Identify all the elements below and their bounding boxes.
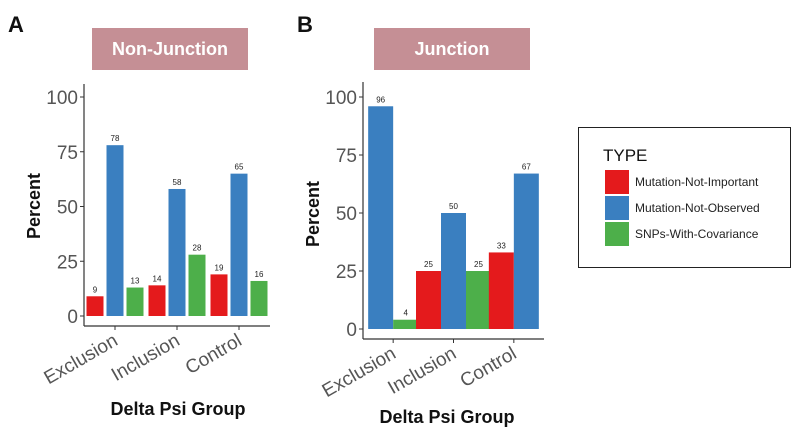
bar-value-label: 19 <box>215 263 224 272</box>
x-tick-label-inclusion: Inclusion <box>108 330 183 386</box>
y-tick-label: 100 <box>325 88 357 109</box>
y-tick-label: 75 <box>57 143 78 164</box>
y-tick-label: 75 <box>336 146 357 167</box>
bar-value-label: 58 <box>173 178 182 187</box>
bar-inclusion-mutation-not-important <box>416 271 441 329</box>
legend-swatch <box>605 222 629 246</box>
bar-inclusion-mutation-not-observed <box>441 213 466 329</box>
bar-value-label: 4 <box>403 309 408 318</box>
legend-title: TYPE <box>603 146 648 165</box>
bar-value-label: 67 <box>522 163 531 172</box>
bar-value-label: 33 <box>497 241 506 250</box>
bar-control-mutation-not-important <box>488 252 514 329</box>
legend-item-mutation-not-observed: Mutation-Not-Observed <box>605 196 760 220</box>
y-tick-label: 0 <box>67 307 78 328</box>
bar-control-mutation-not-observed <box>230 173 248 316</box>
panel-b-letter: B <box>297 12 313 37</box>
bar-exclusion-snps-with-covariance <box>126 287 144 316</box>
bar-value-label: 9 <box>93 285 98 294</box>
legend-label: SNPs-With-Covariance <box>635 227 759 241</box>
bar-control-mutation-not-important <box>210 274 228 316</box>
panel-a-y-axis-title: Percent <box>24 173 44 239</box>
bar-value-label: 14 <box>153 274 162 283</box>
bar-control-mutation-not-observed <box>513 173 539 329</box>
legend: TYPE Mutation-Not-Important Mutation-Not… <box>578 127 791 268</box>
panel-b-x-axis-title: Delta Psi Group <box>379 407 514 427</box>
legend-label: Mutation-Not-Observed <box>635 201 760 215</box>
bar-value-label: 50 <box>449 202 458 211</box>
bar-inclusion-mutation-not-observed <box>168 188 186 316</box>
bar-exclusion-mutation-not-observed <box>106 145 124 316</box>
legend-label: Mutation-Not-Important <box>635 175 759 189</box>
y-tick-label: 25 <box>336 262 357 283</box>
panel-a-letter: A <box>8 12 24 37</box>
bar-control-snps-with-covariance <box>250 280 268 316</box>
bar-inclusion-snps-with-covariance <box>188 254 206 316</box>
x-tick-label-inclusion: Inclusion <box>385 343 460 399</box>
panel-b-plot: 0 25 50 75 100 96 4 Exclusion 25 50 25 Inclusion 33 6… <box>319 82 544 402</box>
bar-value-label: 28 <box>193 244 202 253</box>
bar-exclusion-mutation-not-important <box>86 296 104 316</box>
panel-a-x-axis-title: Delta Psi Group <box>110 399 245 419</box>
panel-a-facet-title: Non-Junction <box>112 39 228 59</box>
bar-inclusion-mutation-not-important <box>148 285 166 316</box>
bar-value-label: 13 <box>131 277 140 286</box>
bar-exclusion-mutation-not-observed <box>368 106 394 329</box>
x-tick-label-control: Control <box>182 330 246 379</box>
y-tick-label: 0 <box>346 320 357 341</box>
legend-swatch <box>605 170 629 194</box>
bar-value-label: 25 <box>424 260 433 269</box>
panel-b-facet-strip <box>374 28 530 70</box>
x-tick-label-exclusion: Exclusion <box>41 330 122 389</box>
x-tick-label-control: Control <box>457 343 521 392</box>
bar-inclusion-snps-with-covariance <box>466 271 491 329</box>
bar-value-label: 65 <box>235 163 244 172</box>
legend-item-mutation-not-important: Mutation-Not-Important <box>605 170 758 194</box>
bar-value-label: 25 <box>474 260 483 269</box>
legend-item-snps-with-covariance: SNPs-With-Covariance <box>605 222 758 246</box>
bar-value-label: 96 <box>376 95 385 104</box>
bar-exclusion-snps-with-covariance <box>393 319 419 329</box>
x-tick-label-exclusion: Exclusion <box>319 343 400 402</box>
panel-a-facet-strip <box>92 28 248 70</box>
panel-b-facet-title: Junction <box>415 39 490 59</box>
legend-swatch <box>605 196 629 220</box>
y-tick-label: 50 <box>336 204 357 225</box>
panel-a-plot: 0 25 50 75 100 9 78 13 Exclusion 14 58 28 Inclusion 1… <box>41 84 270 389</box>
y-tick-label: 50 <box>57 198 78 219</box>
y-tick-label: 25 <box>57 252 78 273</box>
y-tick-label: 100 <box>46 88 78 109</box>
bar-value-label: 78 <box>111 134 120 143</box>
panel-b-y-axis-title: Percent <box>303 181 323 247</box>
bar-value-label: 16 <box>255 270 264 279</box>
